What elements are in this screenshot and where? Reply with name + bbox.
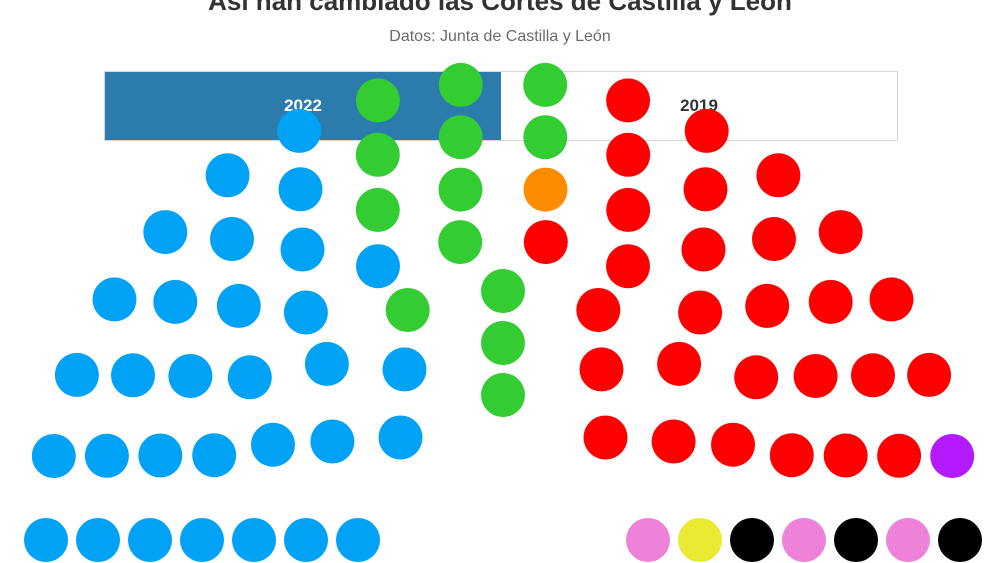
seat [576,288,621,332]
seat [280,227,325,272]
seat [481,373,525,417]
seat [730,518,774,562]
seat [438,62,483,107]
seat [283,290,328,335]
seat [684,108,729,153]
seat [678,518,722,562]
seat [752,217,796,261]
seat [606,132,651,177]
seat [278,167,323,212]
seat [851,353,895,398]
seat [651,419,696,464]
seat [210,217,254,261]
seat [232,518,276,562]
seat [438,115,483,160]
seat [606,187,651,232]
seat [808,279,853,324]
seat [769,433,814,478]
seat [938,518,982,562]
seat [734,355,779,400]
seat [782,518,826,562]
seat [711,422,755,467]
seat [523,167,568,212]
seat [143,210,188,255]
seat [438,220,483,265]
seat [84,433,129,478]
seat [834,518,878,562]
seat [304,341,349,386]
seat [606,244,650,289]
seat [227,355,272,400]
seat [205,153,250,198]
seat [678,290,723,335]
seat [583,415,628,460]
seat [877,433,922,478]
seat [886,518,930,562]
seat [31,434,76,478]
seat [111,353,155,398]
seat [310,419,355,464]
seat [216,283,261,328]
seat [76,518,120,562]
seat [606,78,651,123]
seat [681,227,726,272]
seat [355,132,400,177]
seat [378,415,423,460]
seat [793,354,838,398]
seat [251,422,295,467]
seat [382,347,427,392]
seat [180,518,224,562]
seat [745,283,790,328]
seat [756,153,801,198]
seat [277,108,322,153]
seat [869,277,914,322]
seat [153,279,198,324]
seat [907,352,952,397]
seat [355,78,400,123]
chart-subtitle: Datos: Junta de Castilla y León [389,28,611,45]
seat [336,518,380,562]
seat [523,62,568,107]
seat [438,167,483,212]
seat [355,187,400,232]
seat [385,288,430,332]
seat [823,433,868,478]
seat [930,434,975,478]
seat [356,244,400,289]
seat [481,321,525,365]
seat [24,518,68,562]
seat [92,277,137,322]
seat [192,433,237,478]
seat [284,518,328,562]
seat [818,210,863,255]
seat [626,518,670,562]
seat [657,341,702,386]
seat [128,518,172,562]
seat [683,167,728,212]
seat [523,220,568,265]
chart-title: Así han cambiado las Cortes de Castilla … [208,0,792,16]
seat [481,269,525,313]
seat [54,352,99,397]
seat [138,433,183,478]
seat [168,354,213,398]
seat [579,347,624,392]
seat [523,115,568,160]
